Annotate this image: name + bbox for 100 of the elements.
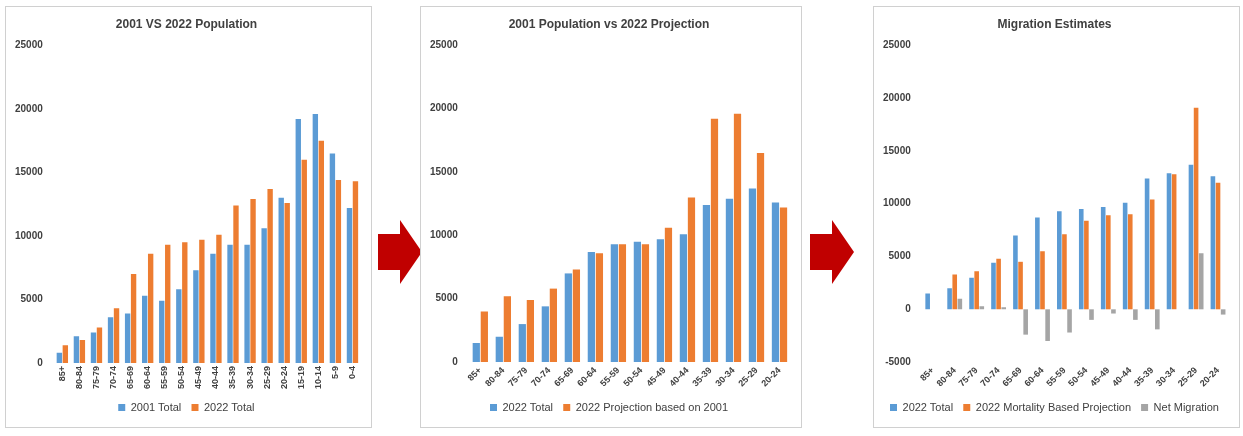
legend-label: 2022 Mortality Based Projection	[975, 400, 1132, 413]
y-tick-label: 15000	[883, 144, 912, 156]
bar	[210, 253, 216, 363]
bar	[159, 300, 165, 363]
x-tick-label: 20-24	[278, 365, 289, 390]
bar	[480, 311, 488, 363]
bar	[952, 274, 958, 310]
bar	[199, 239, 205, 363]
bar	[610, 244, 618, 363]
y-tick-label: 25000	[430, 39, 459, 51]
bar	[96, 327, 103, 363]
y-tick-label: 10000	[15, 229, 44, 241]
x-tick-label: 70-74	[108, 365, 119, 390]
bar	[969, 277, 974, 310]
x-tick-label: 35-39	[227, 365, 238, 390]
bar	[472, 343, 480, 363]
bar	[1045, 309, 1050, 341]
legend-label: 2022 Total	[502, 400, 554, 413]
y-tick-label: -5000	[885, 355, 912, 367]
bar	[974, 271, 979, 310]
bar	[73, 336, 80, 363]
bar	[329, 153, 336, 363]
bar	[687, 197, 696, 363]
bar	[113, 308, 120, 363]
bar	[656, 239, 665, 363]
bar	[633, 241, 642, 363]
legend-label: 2001 Total	[130, 400, 182, 413]
bar	[779, 207, 788, 363]
bar	[710, 118, 719, 363]
bar	[1100, 206, 1106, 310]
x-tick-label: 10-14	[312, 365, 323, 390]
bar	[1127, 214, 1133, 310]
bar	[90, 332, 97, 363]
legend-label: 2022 Total	[204, 400, 255, 413]
bar	[996, 258, 1001, 310]
bar	[107, 317, 114, 363]
bar	[130, 274, 137, 363]
bar	[1111, 309, 1116, 314]
bar	[1084, 220, 1089, 310]
y-tick-label: 5000	[435, 292, 459, 304]
bar	[233, 205, 239, 363]
y-tick-label: 20000	[15, 102, 44, 114]
bar	[1067, 309, 1072, 333]
bar	[182, 242, 188, 363]
x-tick-label: 85+	[465, 365, 484, 383]
bar	[1220, 309, 1226, 315]
bar	[312, 114, 319, 363]
y-tick-label: 10000	[883, 197, 912, 209]
bar	[587, 251, 595, 363]
bar	[284, 202, 290, 363]
bar	[1035, 217, 1040, 310]
legend-label: Net Migration	[1153, 400, 1219, 413]
y-tick-label: 20000	[430, 102, 459, 114]
bar	[1133, 309, 1138, 320]
bar	[1062, 234, 1067, 310]
bar	[56, 352, 63, 363]
bar	[1018, 261, 1023, 310]
x-tick-label: 80-84	[73, 365, 84, 390]
bar	[142, 295, 148, 363]
y-tick-label: 0	[452, 355, 459, 367]
bar	[147, 253, 154, 363]
bar	[1078, 209, 1084, 310]
bar	[346, 208, 353, 363]
y-tick-label: 5000	[20, 293, 44, 305]
x-tick-label: 75-79	[90, 365, 101, 390]
bar	[165, 244, 171, 363]
bar	[495, 336, 503, 363]
x-tick-label: 25-29	[261, 365, 272, 390]
bar	[267, 188, 273, 363]
x-tick-label: 60-64	[142, 365, 153, 390]
bar	[278, 197, 284, 363]
bar	[1001, 307, 1007, 310]
bar	[318, 140, 325, 363]
bar	[679, 234, 688, 363]
bar	[526, 300, 534, 363]
bar	[733, 113, 742, 363]
bar	[79, 340, 86, 363]
bar	[518, 324, 526, 363]
bar	[756, 153, 765, 363]
x-tick-label: 85+	[56, 365, 67, 382]
y-tick-label: 10000	[430, 229, 459, 241]
x-tick-label: 85+	[918, 365, 936, 383]
bar	[62, 345, 69, 363]
bar	[702, 205, 711, 363]
bar	[979, 306, 985, 310]
y-tick-label: 0	[37, 356, 44, 368]
y-tick-label: 5000	[888, 250, 912, 262]
bar	[124, 313, 131, 363]
x-tick-label: 50-54	[176, 365, 187, 390]
bar	[595, 253, 604, 363]
x-tick-label: 5-9	[329, 365, 340, 379]
bar	[1040, 251, 1045, 310]
bar	[1089, 309, 1094, 320]
bar	[216, 234, 222, 363]
y-tick-label: 0	[905, 303, 912, 315]
bar	[748, 188, 757, 363]
bar	[176, 289, 182, 363]
x-tick-label: 40-44	[210, 365, 221, 390]
bar	[947, 288, 952, 310]
x-tick-label: 55-59	[159, 365, 170, 390]
